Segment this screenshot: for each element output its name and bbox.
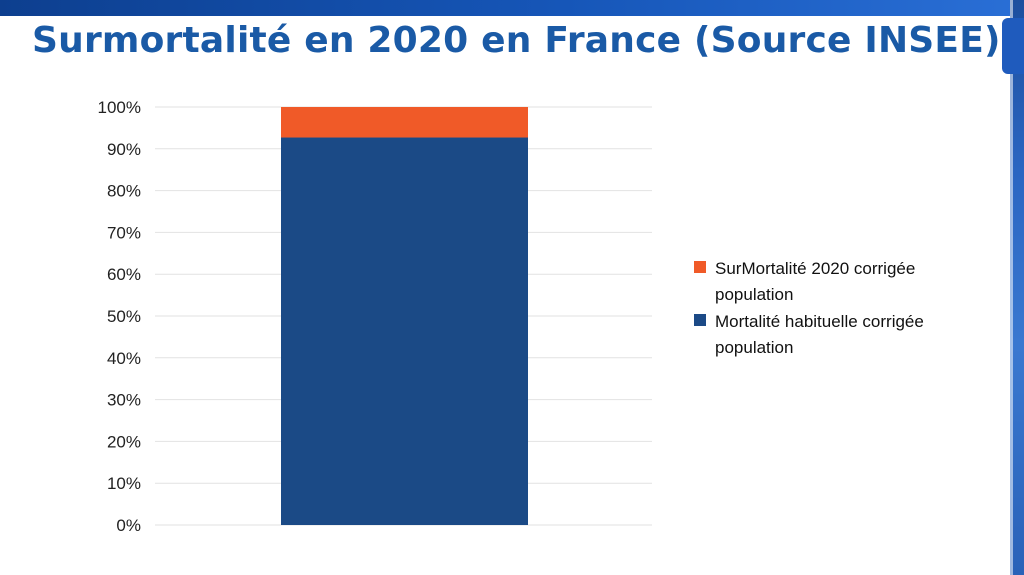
y-tick-label: 90% [107, 140, 141, 159]
bar-segment-usual-mortality [281, 137, 528, 526]
y-tick-label: 10% [107, 474, 141, 493]
slide-title: Surmortalité en 2020 en France (Source I… [32, 20, 1001, 61]
y-tick-label: 70% [107, 223, 141, 242]
legend-swatch [694, 314, 706, 326]
legend-label: population [715, 285, 793, 304]
y-tick-label: 30% [107, 391, 141, 410]
y-tick-label: 40% [107, 349, 141, 368]
legend-label: Mortalité habituelle corrigée [715, 312, 924, 331]
legend: SurMortalité 2020 corrigée population Mort… [694, 259, 924, 357]
top-banner [0, 0, 1024, 16]
right-banner [1010, 0, 1024, 575]
legend-label: SurMortalité 2020 corrigée [715, 259, 915, 278]
legend-swatch [694, 261, 706, 273]
y-tick-label: 0% [116, 516, 141, 535]
y-axis: 0% 10% 20% 30% 40% 50% 60% 70% 80% 90% 100% [98, 98, 141, 535]
bars [281, 107, 528, 526]
y-tick-label: 100% [98, 98, 141, 117]
y-tick-label: 50% [107, 307, 141, 326]
channel-logo-tab [1002, 18, 1024, 74]
bar-segment-excess-mortality [281, 107, 528, 138]
legend-label: population [715, 338, 793, 357]
y-tick-label: 80% [107, 182, 141, 201]
y-tick-label: 20% [107, 432, 141, 451]
y-tick-label: 60% [107, 265, 141, 284]
